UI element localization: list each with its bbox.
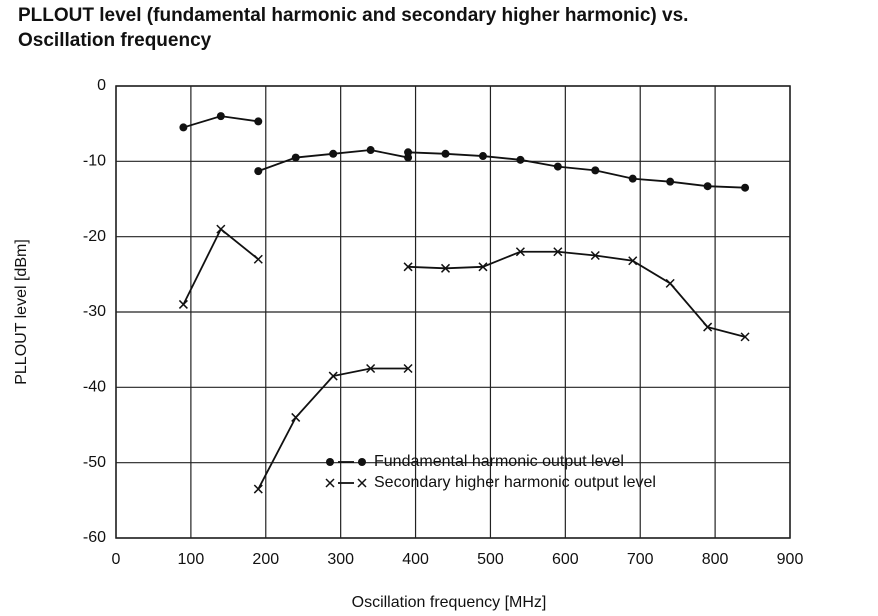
data-point bbox=[666, 177, 675, 186]
legend-label: Secondary higher harmonic output level bbox=[374, 474, 656, 491]
data-point bbox=[741, 183, 750, 192]
legend-marker bbox=[326, 458, 334, 466]
data-point bbox=[590, 250, 600, 261]
y-tick-label: -30 bbox=[83, 303, 106, 320]
data-point bbox=[740, 332, 750, 342]
x-tick-label: 700 bbox=[627, 551, 654, 568]
data-point bbox=[478, 152, 487, 161]
y-axis-label: PLLOUT level [dBm] bbox=[13, 239, 30, 385]
marker-stroke bbox=[665, 278, 675, 288]
y-tick-label: -10 bbox=[83, 153, 106, 170]
legend-label: Fundamental harmonic output level bbox=[374, 453, 624, 470]
marker-stroke bbox=[590, 250, 600, 261]
data-point bbox=[591, 166, 600, 175]
data-point bbox=[703, 322, 713, 332]
x-tick-label: 200 bbox=[252, 551, 279, 568]
y-tick-label: -60 bbox=[83, 529, 106, 546]
y-tick-label: -40 bbox=[83, 379, 106, 396]
marker-stroke bbox=[325, 478, 335, 488]
x-tick-label: 800 bbox=[702, 551, 729, 568]
data-point bbox=[516, 155, 525, 164]
data-point bbox=[628, 256, 638, 266]
marker-stroke bbox=[216, 224, 226, 234]
data-point bbox=[665, 278, 675, 288]
data-point bbox=[440, 263, 451, 273]
data-point bbox=[291, 153, 300, 162]
data-point bbox=[291, 412, 301, 422]
chart-title: PLLOUT level (fundamental harmonic and s… bbox=[18, 5, 688, 26]
x-axis-label: Oscillation frequency [MHz] bbox=[352, 594, 547, 611]
marker-stroke bbox=[403, 262, 413, 272]
legend-marker bbox=[357, 478, 367, 488]
data-point bbox=[328, 371, 338, 381]
data-point bbox=[515, 247, 525, 257]
x-tick-label: 0 bbox=[112, 551, 121, 568]
data-point bbox=[216, 112, 225, 121]
data-point bbox=[403, 262, 413, 272]
data-point bbox=[703, 182, 712, 191]
y-tick-label: 0 bbox=[97, 77, 106, 94]
data-point bbox=[403, 363, 413, 374]
marker-stroke bbox=[291, 412, 301, 422]
data-point bbox=[553, 247, 563, 257]
marker-stroke bbox=[628, 256, 638, 266]
series-line bbox=[183, 115, 746, 189]
data-point bbox=[366, 146, 375, 155]
marker-stroke bbox=[553, 247, 563, 257]
chart-title: Oscillation frequency bbox=[18, 30, 212, 51]
data-point bbox=[628, 174, 637, 183]
data-point bbox=[254, 117, 263, 126]
marker-stroke bbox=[515, 247, 525, 257]
data-point bbox=[179, 123, 188, 132]
marker-stroke bbox=[703, 322, 713, 332]
marker-stroke bbox=[478, 262, 488, 272]
x-tick-label: 100 bbox=[178, 551, 205, 568]
y-tick-label: -50 bbox=[83, 454, 106, 471]
marker-stroke bbox=[357, 478, 367, 488]
marker-stroke bbox=[253, 254, 263, 264]
data-point bbox=[553, 162, 562, 171]
data-point bbox=[329, 149, 338, 158]
data-point bbox=[253, 484, 263, 494]
data-point bbox=[216, 224, 226, 234]
marker-stroke bbox=[440, 263, 451, 273]
data-point bbox=[366, 363, 376, 374]
x-tick-label: 900 bbox=[777, 551, 804, 568]
data-point bbox=[253, 254, 263, 264]
marker-stroke bbox=[253, 484, 263, 494]
legend-marker bbox=[325, 478, 335, 488]
marker-stroke bbox=[740, 332, 750, 342]
data-point bbox=[441, 149, 450, 158]
marker-stroke bbox=[366, 363, 376, 374]
legend-marker bbox=[358, 458, 366, 466]
data-point bbox=[478, 262, 488, 272]
marker-stroke bbox=[403, 363, 413, 374]
x-tick-label: 300 bbox=[327, 551, 354, 568]
marker-stroke bbox=[328, 371, 338, 381]
data-point bbox=[404, 148, 413, 157]
x-tick-label: 600 bbox=[552, 551, 579, 568]
x-tick-label: 500 bbox=[477, 551, 504, 568]
series-line bbox=[182, 227, 746, 490]
marker-stroke bbox=[178, 299, 188, 309]
data-point bbox=[178, 299, 188, 309]
y-tick-label: -20 bbox=[83, 228, 106, 245]
data-point bbox=[254, 167, 263, 176]
x-tick-label: 400 bbox=[402, 551, 429, 568]
